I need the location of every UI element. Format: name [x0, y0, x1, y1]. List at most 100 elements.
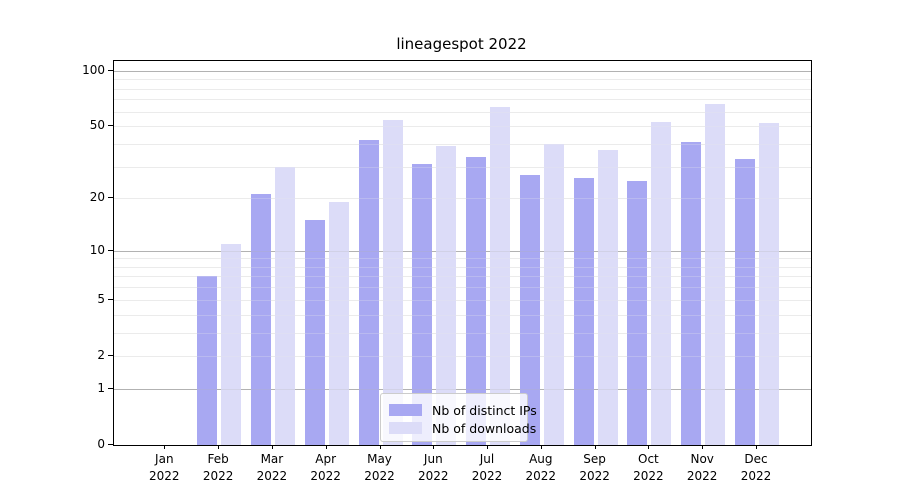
y-gridline	[114, 276, 811, 278]
bar-downloads-aug	[543, 143, 564, 445]
x-tick-mark	[702, 445, 704, 449]
y-gridline	[114, 388, 811, 390]
bar-distinct-ips-sep	[573, 177, 594, 445]
y-tick-label: 20	[89, 190, 105, 205]
bar-distinct-ips-nov	[681, 142, 702, 445]
x-tick-mark	[164, 445, 166, 449]
x-tick-mark	[487, 445, 488, 449]
bar-distinct-ips-dec	[735, 159, 755, 445]
gridlines-overlay	[114, 61, 811, 445]
y-gridline	[114, 355, 811, 357]
y-gridline	[114, 99, 811, 101]
legend-label-downloads: Nb of downloads	[432, 420, 537, 436]
bar-distinct-ips-mar	[250, 194, 271, 445]
bar-downloads-may	[382, 120, 403, 445]
bar-distinct-ips-jul	[466, 156, 486, 445]
x-tick-mark	[379, 445, 381, 449]
bar-distinct-ips-apr	[304, 220, 325, 445]
y-tick-label: 100	[82, 62, 105, 77]
y-tick-label: 1	[97, 380, 105, 395]
bar-distinct-ips-may	[358, 140, 379, 445]
legend-swatch-distinct-ips	[389, 404, 422, 416]
y-gridline	[114, 88, 811, 90]
gridlines-layer	[114, 61, 811, 445]
chart-title: lineagespot 2022	[396, 35, 527, 53]
y-gridline	[114, 250, 811, 252]
x-tick-mark	[756, 445, 757, 449]
x-tick-label: Mar 2022	[256, 452, 288, 483]
y-gridline	[114, 388, 811, 390]
legend-item-downloads: Nb of downloads	[389, 419, 536, 437]
y-gridline	[114, 258, 811, 260]
x-tick-label: Jan 2022	[149, 452, 180, 483]
y-gridline	[114, 166, 811, 168]
y-gridline	[114, 266, 811, 268]
x-tick-label: May 2022	[364, 452, 395, 483]
y-tick-mark	[108, 197, 113, 199]
x-tick-mark	[218, 445, 220, 449]
bar-distinct-ips-feb	[197, 276, 218, 445]
x-tick-label: Aug 2022	[525, 452, 557, 483]
x-tick-mark	[271, 445, 273, 449]
y-gridline	[114, 276, 811, 278]
x-tick-label: Sep 2022	[579, 452, 610, 483]
legend-swatch-downloads	[389, 422, 422, 434]
y-gridline	[114, 99, 811, 101]
y-gridline	[114, 355, 811, 357]
y-tick-mark	[108, 125, 113, 127]
y-tick-mark	[108, 249, 113, 251]
bar-downloads-dec	[759, 123, 779, 445]
y-gridline	[114, 198, 811, 200]
y-gridline	[114, 143, 811, 145]
y-gridline	[114, 126, 811, 128]
y-gridline	[114, 70, 811, 72]
y-gridline	[114, 332, 811, 334]
x-tick-label: Jul 2022	[471, 452, 503, 483]
bar-downloads-apr	[328, 202, 349, 445]
y-gridline	[114, 314, 811, 316]
bar-distinct-ips-oct	[627, 180, 648, 445]
y-gridline	[114, 299, 811, 301]
x-tick-label: Nov 2022	[686, 452, 718, 483]
bar-distinct-ips-aug	[519, 174, 540, 445]
y-gridline	[114, 258, 811, 260]
x-tick-label: Feb 2022	[202, 452, 234, 483]
x-tick-mark	[594, 445, 596, 449]
bar-distinct-ips-jun	[412, 164, 433, 445]
x-tick-mark	[540, 445, 542, 449]
bars-layer	[114, 61, 811, 445]
legend: Nb of distinct IPs Nb of downloads	[380, 393, 537, 442]
y-gridline	[114, 111, 811, 113]
legend-label-distinct-ips: Nb of distinct IPs	[432, 402, 537, 418]
legend-item-distinct-ips: Nb of distinct IPs	[389, 401, 537, 419]
y-tick-label: 5	[97, 291, 105, 306]
x-tick-mark	[325, 445, 327, 449]
x-tick-mark	[433, 445, 435, 449]
x-tick-label: Oct 2022	[633, 452, 664, 483]
x-tick-label: Jun 2022	[418, 452, 449, 483]
y-tick-mark	[108, 69, 113, 71]
plot-area: Nb of distinct IPs Nb of downloads	[113, 60, 812, 446]
y-tick-mark	[108, 298, 113, 300]
y-gridline	[114, 314, 811, 316]
y-gridline	[114, 70, 811, 72]
y-gridline	[114, 250, 811, 252]
bar-downloads-sep	[597, 150, 618, 445]
y-gridline	[114, 88, 811, 90]
y-gridline	[114, 287, 811, 289]
y-tick-label: 50	[89, 118, 105, 133]
y-tick-mark	[108, 387, 113, 389]
x-tick-label: Dec 2022	[740, 452, 772, 483]
y-tick-mark	[108, 354, 113, 356]
y-tick-mark	[108, 444, 113, 445]
bar-downloads-feb	[221, 243, 242, 445]
bar-downloads-jul	[490, 106, 510, 445]
y-gridline	[114, 143, 811, 145]
bar-downloads-jun	[436, 145, 457, 445]
y-gridline	[114, 79, 811, 81]
y-gridline	[114, 166, 811, 168]
y-gridline	[114, 198, 811, 200]
y-gridline	[114, 299, 811, 301]
y-tick-label: 2	[97, 347, 105, 362]
